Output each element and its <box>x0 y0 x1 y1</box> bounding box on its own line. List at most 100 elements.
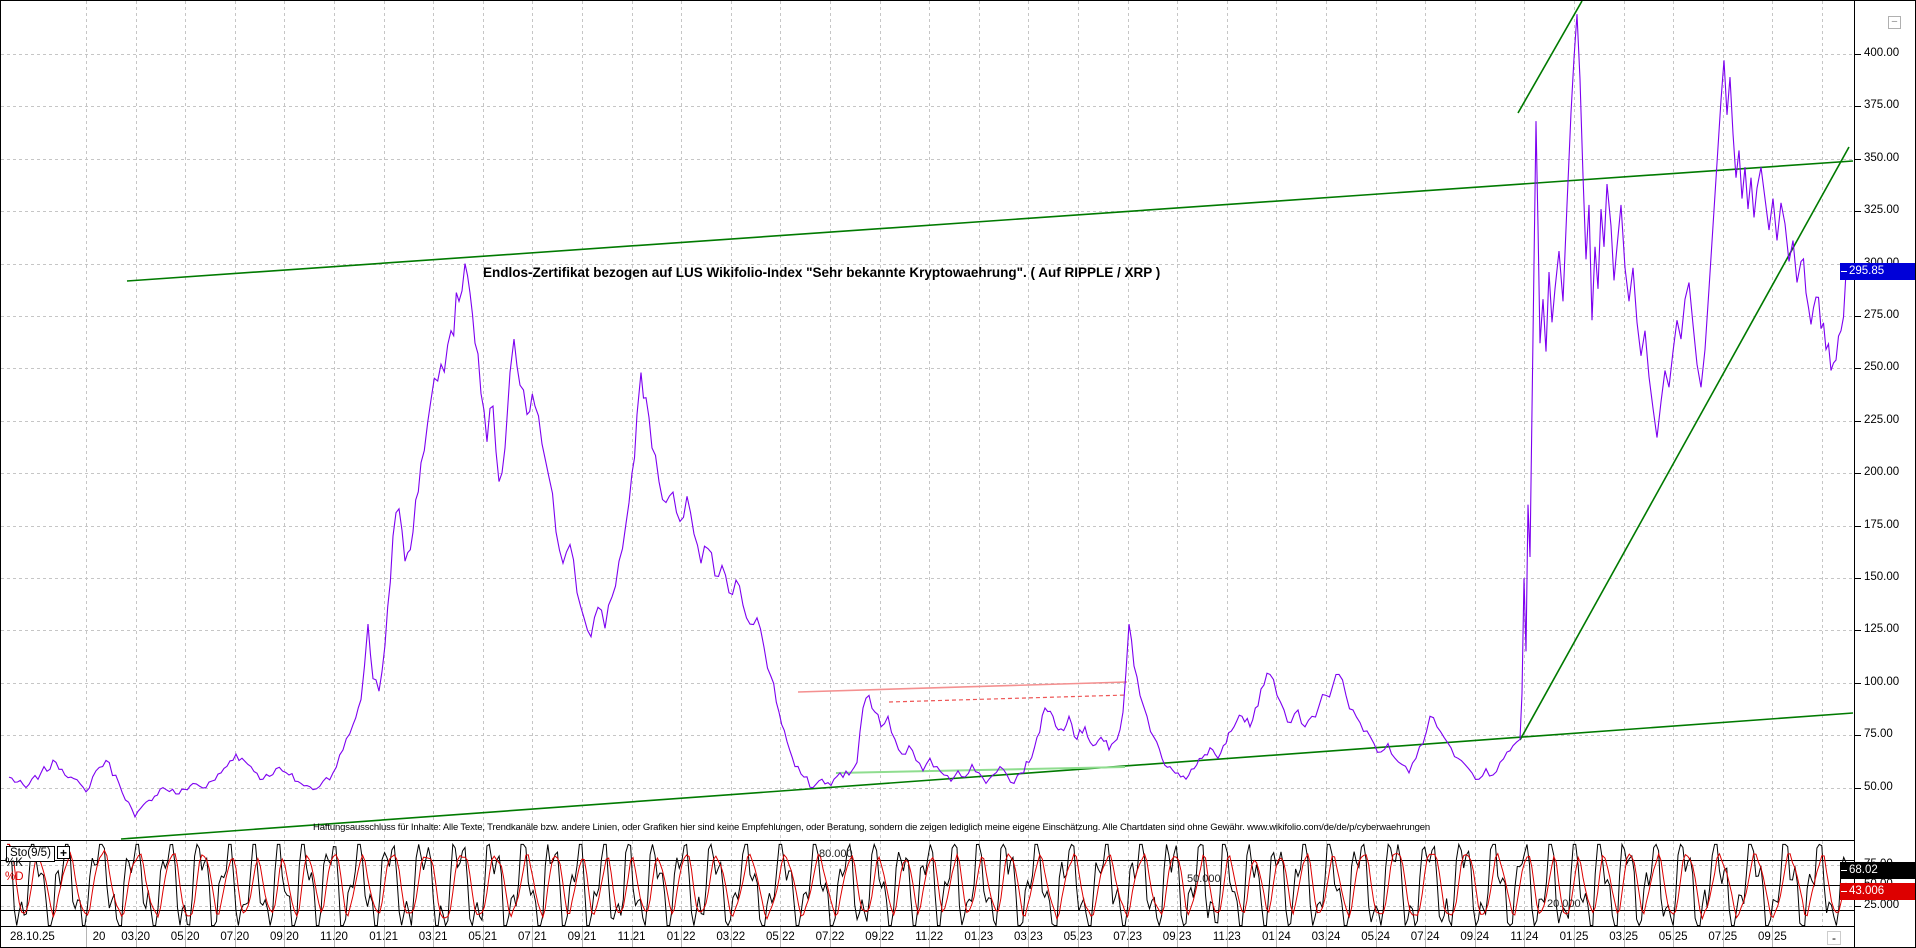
price-axis-label: 250.00 <box>1864 361 1900 374</box>
red-resistance-solid <box>797 681 1128 693</box>
date-axis-tick <box>1128 927 1129 947</box>
date-axis-tick <box>532 927 533 947</box>
date-axis-tick <box>880 927 881 947</box>
date-axis-tick <box>1376 927 1377 947</box>
add-indicator-icon[interactable]: + <box>57 846 70 859</box>
price-line-series <box>8 14 1847 819</box>
date-axis-tick <box>136 927 137 947</box>
price-axis-tick <box>1855 54 1861 55</box>
date-axis-tick <box>384 927 385 947</box>
price-axis-tick <box>1855 211 1861 212</box>
price-axis-label: 125.00 <box>1864 623 1900 636</box>
collapse-panel-icon[interactable]: − <box>1888 16 1901 29</box>
stochastic-indicator-chip[interactable]: Sto(9/5) <box>6 846 55 862</box>
stochastic-d-line <box>7 843 1852 921</box>
price-axis-label: 200.00 <box>1864 466 1900 479</box>
date-axis-tick <box>1326 927 1327 947</box>
stochastic-panel-chart[interactable] <box>1 841 1854 926</box>
price-axis-label: 325.00 <box>1864 204 1900 217</box>
date-axis-label: 07.23 <box>1113 931 1142 943</box>
price-axis-label: 275.00 <box>1864 309 1900 321</box>
date-axis-label: 01.23 <box>964 931 993 943</box>
date-axis-tick <box>86 927 87 947</box>
stochastic-level-label: 50.000 <box>1187 873 1221 885</box>
last-price-value: 295.85 <box>1849 265 1885 278</box>
date-axis-tick <box>1574 927 1575 947</box>
stochastic-d-value: 43.006 <box>1849 884 1885 897</box>
price-axis-label: 75.00 <box>1864 728 1893 741</box>
date-axis-label: 05.24 <box>1361 931 1390 943</box>
stochastic-k-line <box>7 842 1852 926</box>
right-steep-support-line <box>1519 146 1850 741</box>
date-axis-tick <box>235 927 236 947</box>
price-axis-tick <box>1855 630 1861 631</box>
date-axis-tick <box>582 927 583 947</box>
disclaimer-text: Haftungsausschluss für Inhalte: Alle Tex… <box>313 822 1430 833</box>
date-axis-label: 01.21 <box>369 931 398 943</box>
date-axis-tick <box>1524 927 1525 947</box>
date-axis-label: 20 <box>92 931 106 943</box>
date-axis-tick <box>929 927 930 947</box>
price-axis-label: 150.00 <box>1864 571 1900 583</box>
date-axis-tick <box>1772 927 1773 947</box>
date-axis-tick <box>1078 927 1079 947</box>
date-axis-tick <box>334 927 335 947</box>
date-axis-tick <box>1723 927 1724 947</box>
date-axis-tick <box>284 927 285 947</box>
stochastic-k-badge: 68.02 <box>1840 862 1915 880</box>
date-axis-tick <box>681 927 682 947</box>
stochastic-axis-tick <box>1855 906 1861 907</box>
percent-d-label: %D <box>5 871 24 883</box>
date-axis-label: 05.21 <box>468 931 497 943</box>
date-axis-tick <box>731 927 732 947</box>
light-green-line <box>835 766 1126 774</box>
price-axis-tick <box>1855 735 1861 736</box>
date-axis-label: 03.20 <box>121 931 150 943</box>
date-axis-tick <box>632 927 633 947</box>
price-axis-tick <box>1855 788 1861 789</box>
last-price-badge: 295.85 <box>1840 263 1915 281</box>
scroll-minus-button[interactable]: - <box>1827 931 1841 945</box>
date-axis-tick <box>780 927 781 947</box>
date-axis-label: 03.25 <box>1609 931 1638 943</box>
date-axis-label: 09.24 <box>1460 931 1489 943</box>
date-axis-tick <box>1177 927 1178 947</box>
price-axis-tick <box>1855 159 1861 160</box>
date-axis-tick <box>979 927 980 947</box>
stochastic-level-label: 80.000 <box>819 848 853 861</box>
main-price-chart[interactable] <box>1 1 1854 840</box>
price-axis-label: 350.00 <box>1864 151 1900 164</box>
date-axis-tick <box>433 927 434 947</box>
percent-k-label: %K <box>5 857 23 869</box>
price-axis-tick <box>1855 578 1861 579</box>
panel-separator-line <box>1 840 1915 841</box>
stochastic-level-label: 20.000 <box>1547 897 1581 910</box>
price-axis-label: 50.00 <box>1864 780 1893 793</box>
price-axis-tick <box>1855 683 1861 684</box>
date-axis-tick <box>1425 927 1426 947</box>
date-axis-label: 07.20 <box>220 931 249 943</box>
date-axis-origin-label: 28.10.25 <box>10 931 55 943</box>
price-axis: 400.00375.00350.00325.00300.00275.00250.… <box>1840 1 1915 947</box>
price-axis-label: 400.00 <box>1864 47 1900 59</box>
price-axis-label: 225.00 <box>1864 413 1900 426</box>
price-axis-label: 375.00 <box>1864 99 1900 112</box>
date-axis: 28.10.25 2003.2005.2007.2009.2011.2001.2… <box>1 926 1915 947</box>
date-axis-tick <box>1028 927 1029 947</box>
price-axis-tick <box>1855 106 1861 107</box>
date-axis-label: 11.21 <box>618 931 646 943</box>
upper-channel-line <box>126 160 1854 282</box>
stochastic-d-badge: 43.006 <box>1840 882 1915 900</box>
lower-support-line <box>120 712 1854 840</box>
chart-title: Endlos-Zertifikat bezogen auf LUS Wikifo… <box>483 265 1161 280</box>
date-axis-tick <box>1475 927 1476 947</box>
price-axis-tick <box>1855 368 1861 369</box>
date-axis-tick <box>185 927 186 947</box>
price-axis-label: 100.00 <box>1864 675 1900 688</box>
date-axis-tick <box>1673 927 1674 947</box>
stochastic-k-value: 68.02 <box>1849 864 1878 877</box>
stochastic-axis-label: 25.000 <box>1864 898 1900 911</box>
price-axis-tick <box>1855 526 1861 527</box>
red-resistance-dashed <box>888 694 1128 703</box>
